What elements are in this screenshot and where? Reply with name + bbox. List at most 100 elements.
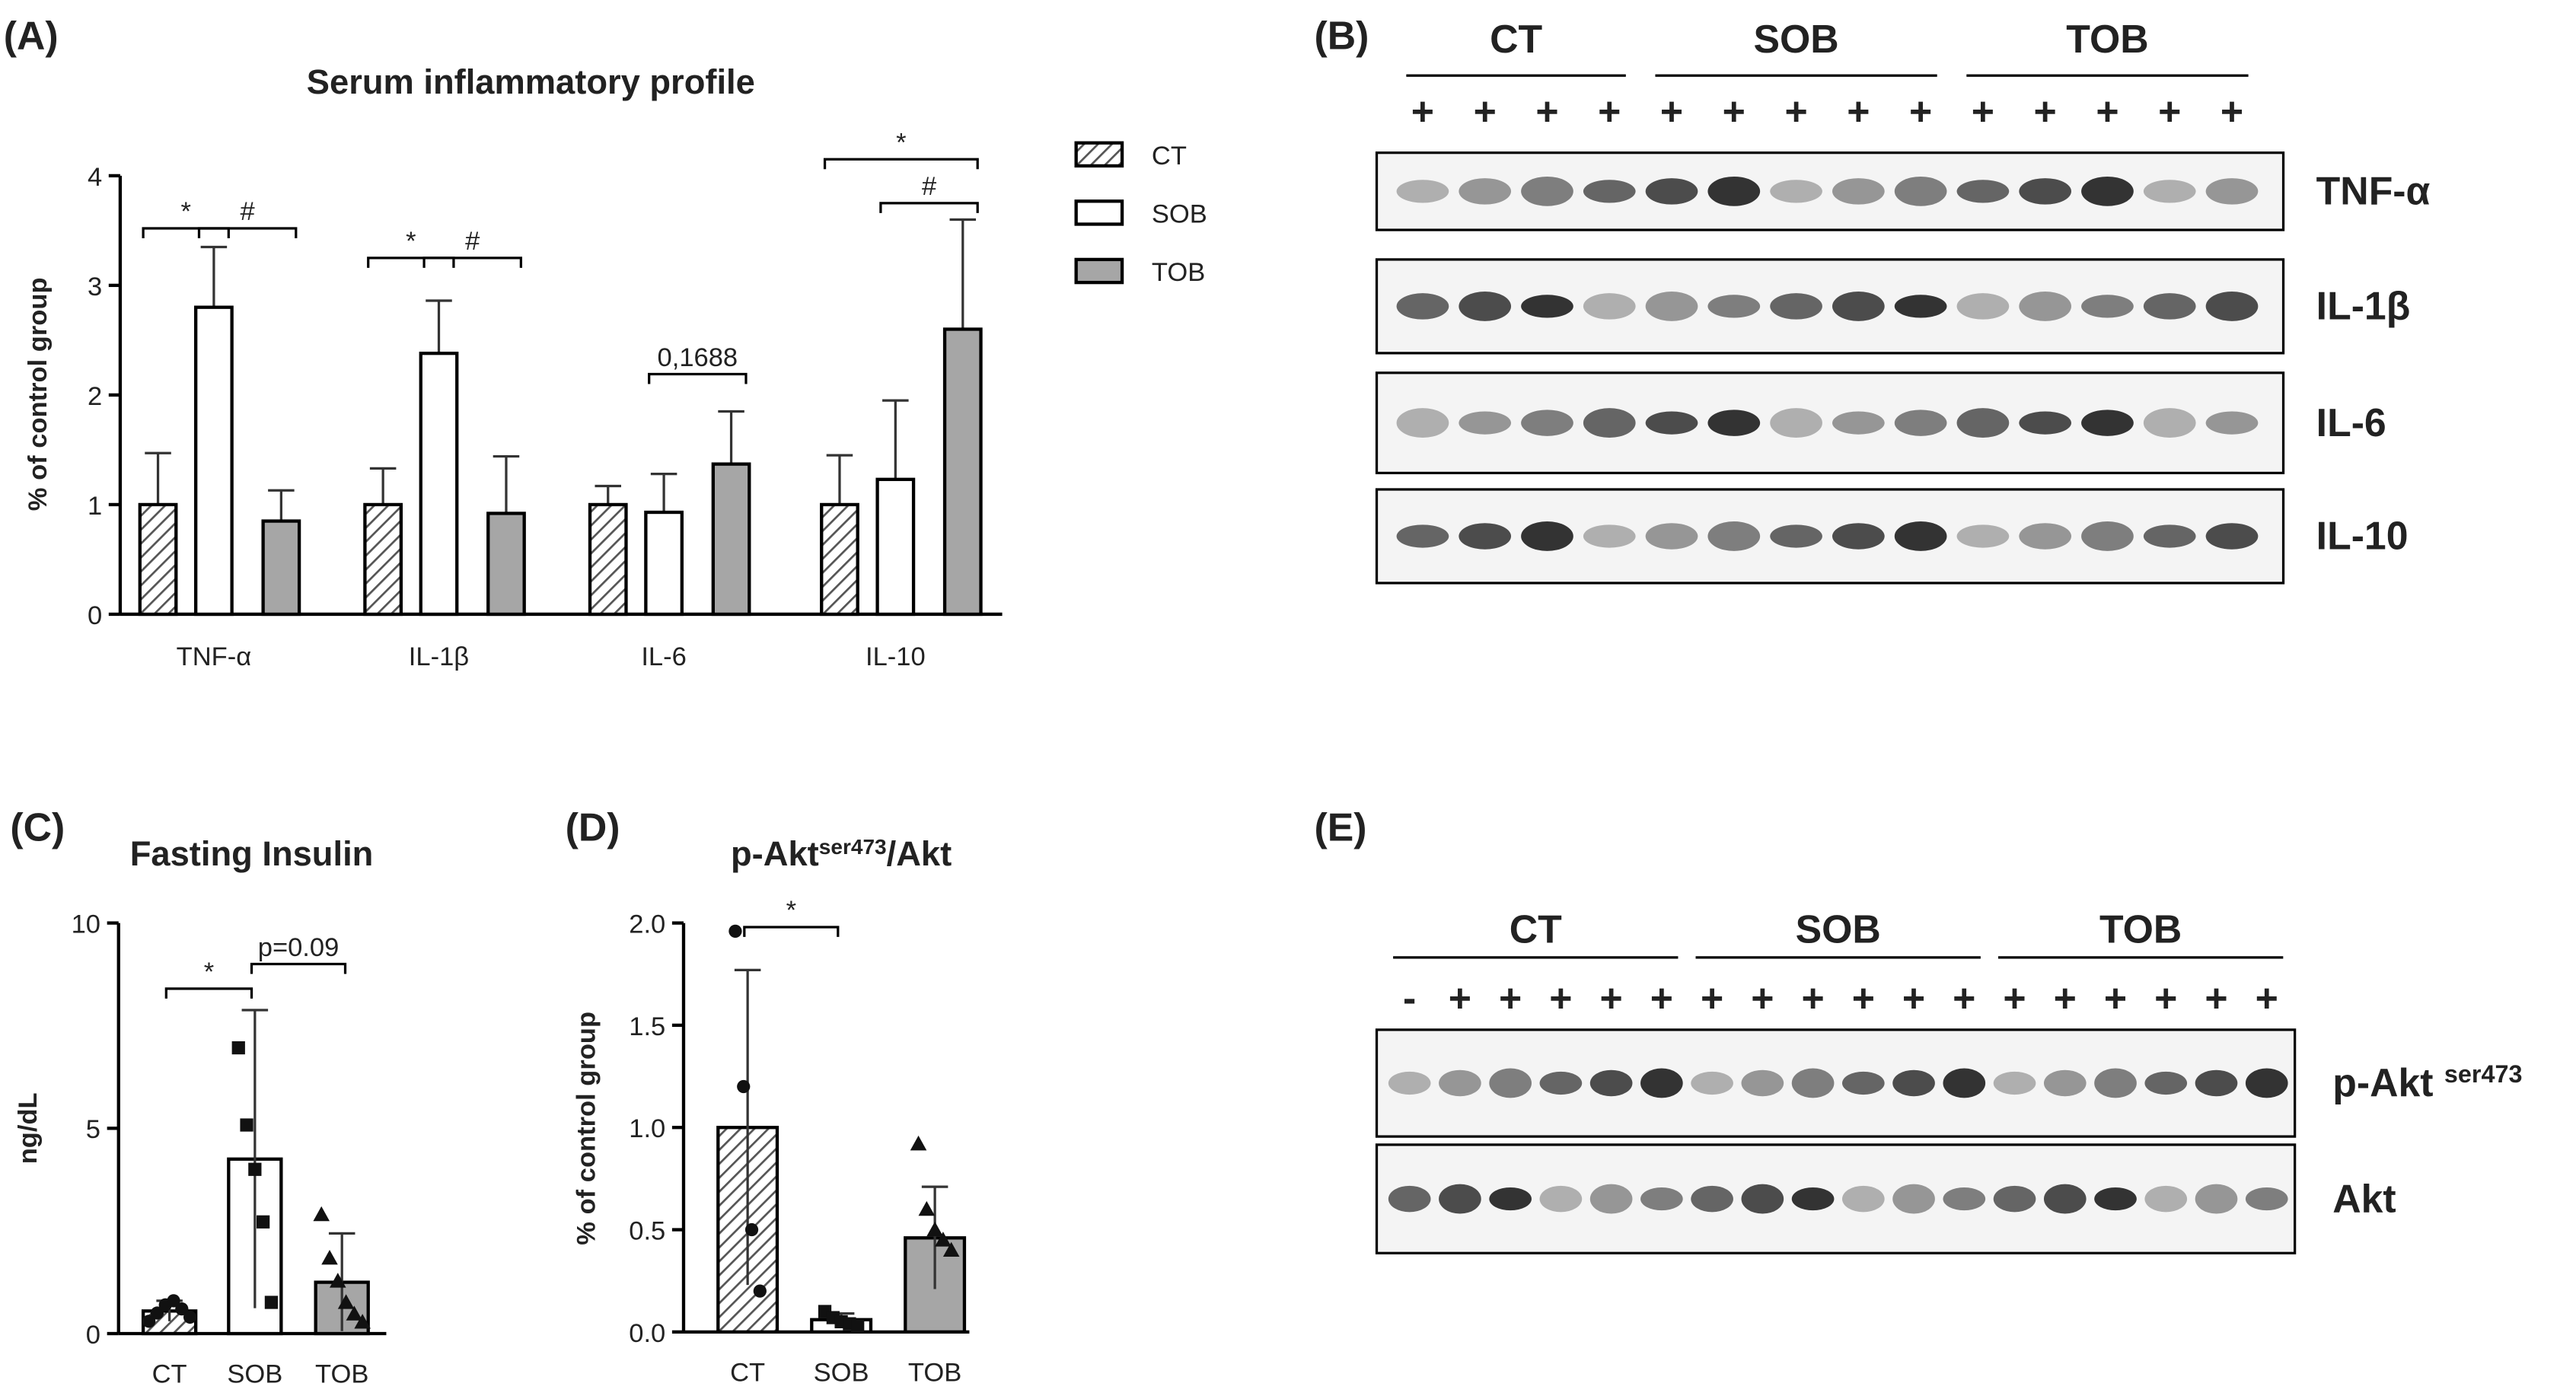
blot-band [2205,523,2259,550]
x-tick-label: CT [730,1359,765,1388]
data-point [240,1118,253,1132]
band-name: IL-10 [2316,514,2409,558]
significance-bracket [823,158,979,170]
band-label: IL-6 [2316,400,2386,445]
blot-band [1707,521,1761,551]
lane-sign: + [1474,89,1497,133]
bar [820,502,859,617]
blot-band [1770,180,1822,203]
y-tick-label: 0 [86,1321,100,1350]
chart-title: Serum inflammatory profile [307,62,755,101]
blot-band [1892,1069,1935,1097]
blot-band [2195,1184,2238,1214]
lane-sign: + [1972,89,1994,133]
x-tick-label: IL-6 [641,642,686,671]
group-label: SOB [1753,17,1838,61]
y-tick-label: 0.0 [629,1319,665,1348]
lane-sign: + [1902,976,1925,1020]
title-sup: ser473 [819,835,887,859]
significance-bracket [197,227,298,238]
blot-band [2205,411,2259,435]
blot-band [1741,1069,1784,1097]
y-tick-label: 2.0 [629,910,665,939]
blot-band [1993,1071,2036,1095]
blot-band [2019,411,2072,435]
lane-sign: + [1660,89,1683,133]
band-name: IL-6 [2316,400,2386,445]
bar [486,512,526,617]
blot-band [1388,1071,1431,1095]
lane-sign: + [1600,976,1623,1020]
blot-band [1791,1068,1835,1098]
lane-sign: + [2096,89,2119,133]
blot-band [1439,1184,1481,1214]
data-point [256,1215,270,1229]
band-sup: ser473 [2444,1060,2523,1088]
lane-sign: + [1411,89,1434,133]
blot-band [1943,1187,1986,1211]
blot-band [1993,1185,2036,1213]
y-tick-label: 10 [72,910,100,939]
y-axis-label: ng/dL [14,1092,43,1164]
y-tick-label: 5 [86,1115,100,1144]
blot-band [1583,293,1636,320]
group-label: SOB [1796,907,1881,951]
significance-bracket [164,987,253,999]
blot-band [2081,176,2134,206]
lane-sign: + [1650,976,1673,1020]
lane-sign: + [1701,976,1723,1020]
band-label: Akt [2332,1176,2396,1220]
blot-band [1956,408,2010,438]
y-tick-label: 1.5 [629,1012,665,1041]
band-name: Akt [2332,1176,2396,1220]
blot-band [2094,1187,2137,1211]
blot-band [1539,1071,1583,1095]
y-tick-label: 1.0 [629,1114,665,1143]
blot-band [1770,524,1822,548]
significance-bracket [142,227,230,238]
x-tick-label: TOB [908,1359,961,1388]
data-point [753,1284,767,1298]
lane-sign: + [1598,89,1621,133]
data-point [935,1232,952,1247]
panel-label: (B) [1315,14,1369,58]
blot-band [2144,1185,2188,1213]
blot-band [1583,408,1636,438]
blot-band [1892,1184,1935,1214]
lane-sign: + [1535,89,1558,133]
blot-band [2043,1184,2087,1214]
blot-band [2019,291,2072,321]
significance-label: * [896,128,906,157]
lane-sign: + [2158,89,2181,133]
blot-band [1459,523,1512,550]
significance-label: # [241,197,256,226]
data-point [330,1273,346,1288]
y-tick-label: 3 [88,273,102,301]
blot-band [1894,295,1947,318]
significance-bracket [648,372,748,384]
blot-band [1645,291,1698,321]
lane-sign: + [1852,976,1875,1020]
legend-swatch [1074,141,1124,168]
band-name: IL-1β [2316,284,2411,328]
x-tick-label: IL-1β [409,642,469,671]
blot-band [2205,178,2259,205]
legend-swatch [1074,257,1124,285]
blot-band [1956,524,2010,548]
lane-sign: + [1953,976,1975,1020]
blot-band [1459,411,1512,435]
data-point [337,1294,355,1309]
panel-label: (C) [10,805,65,849]
panel-label: (A) [4,14,59,58]
bar [644,510,684,617]
blot-band [1521,176,1573,206]
band-label: p-Akt ser473 [2332,1060,2522,1104]
bar [875,477,916,617]
lane-sign: + [2054,976,2077,1020]
lane-sign: + [1847,89,1870,133]
blot-band [1396,524,1449,548]
blot-band [1894,176,1947,206]
lane-sign: + [2034,89,2057,133]
blot-band [1645,411,1698,435]
blot-band [1943,1068,1986,1098]
